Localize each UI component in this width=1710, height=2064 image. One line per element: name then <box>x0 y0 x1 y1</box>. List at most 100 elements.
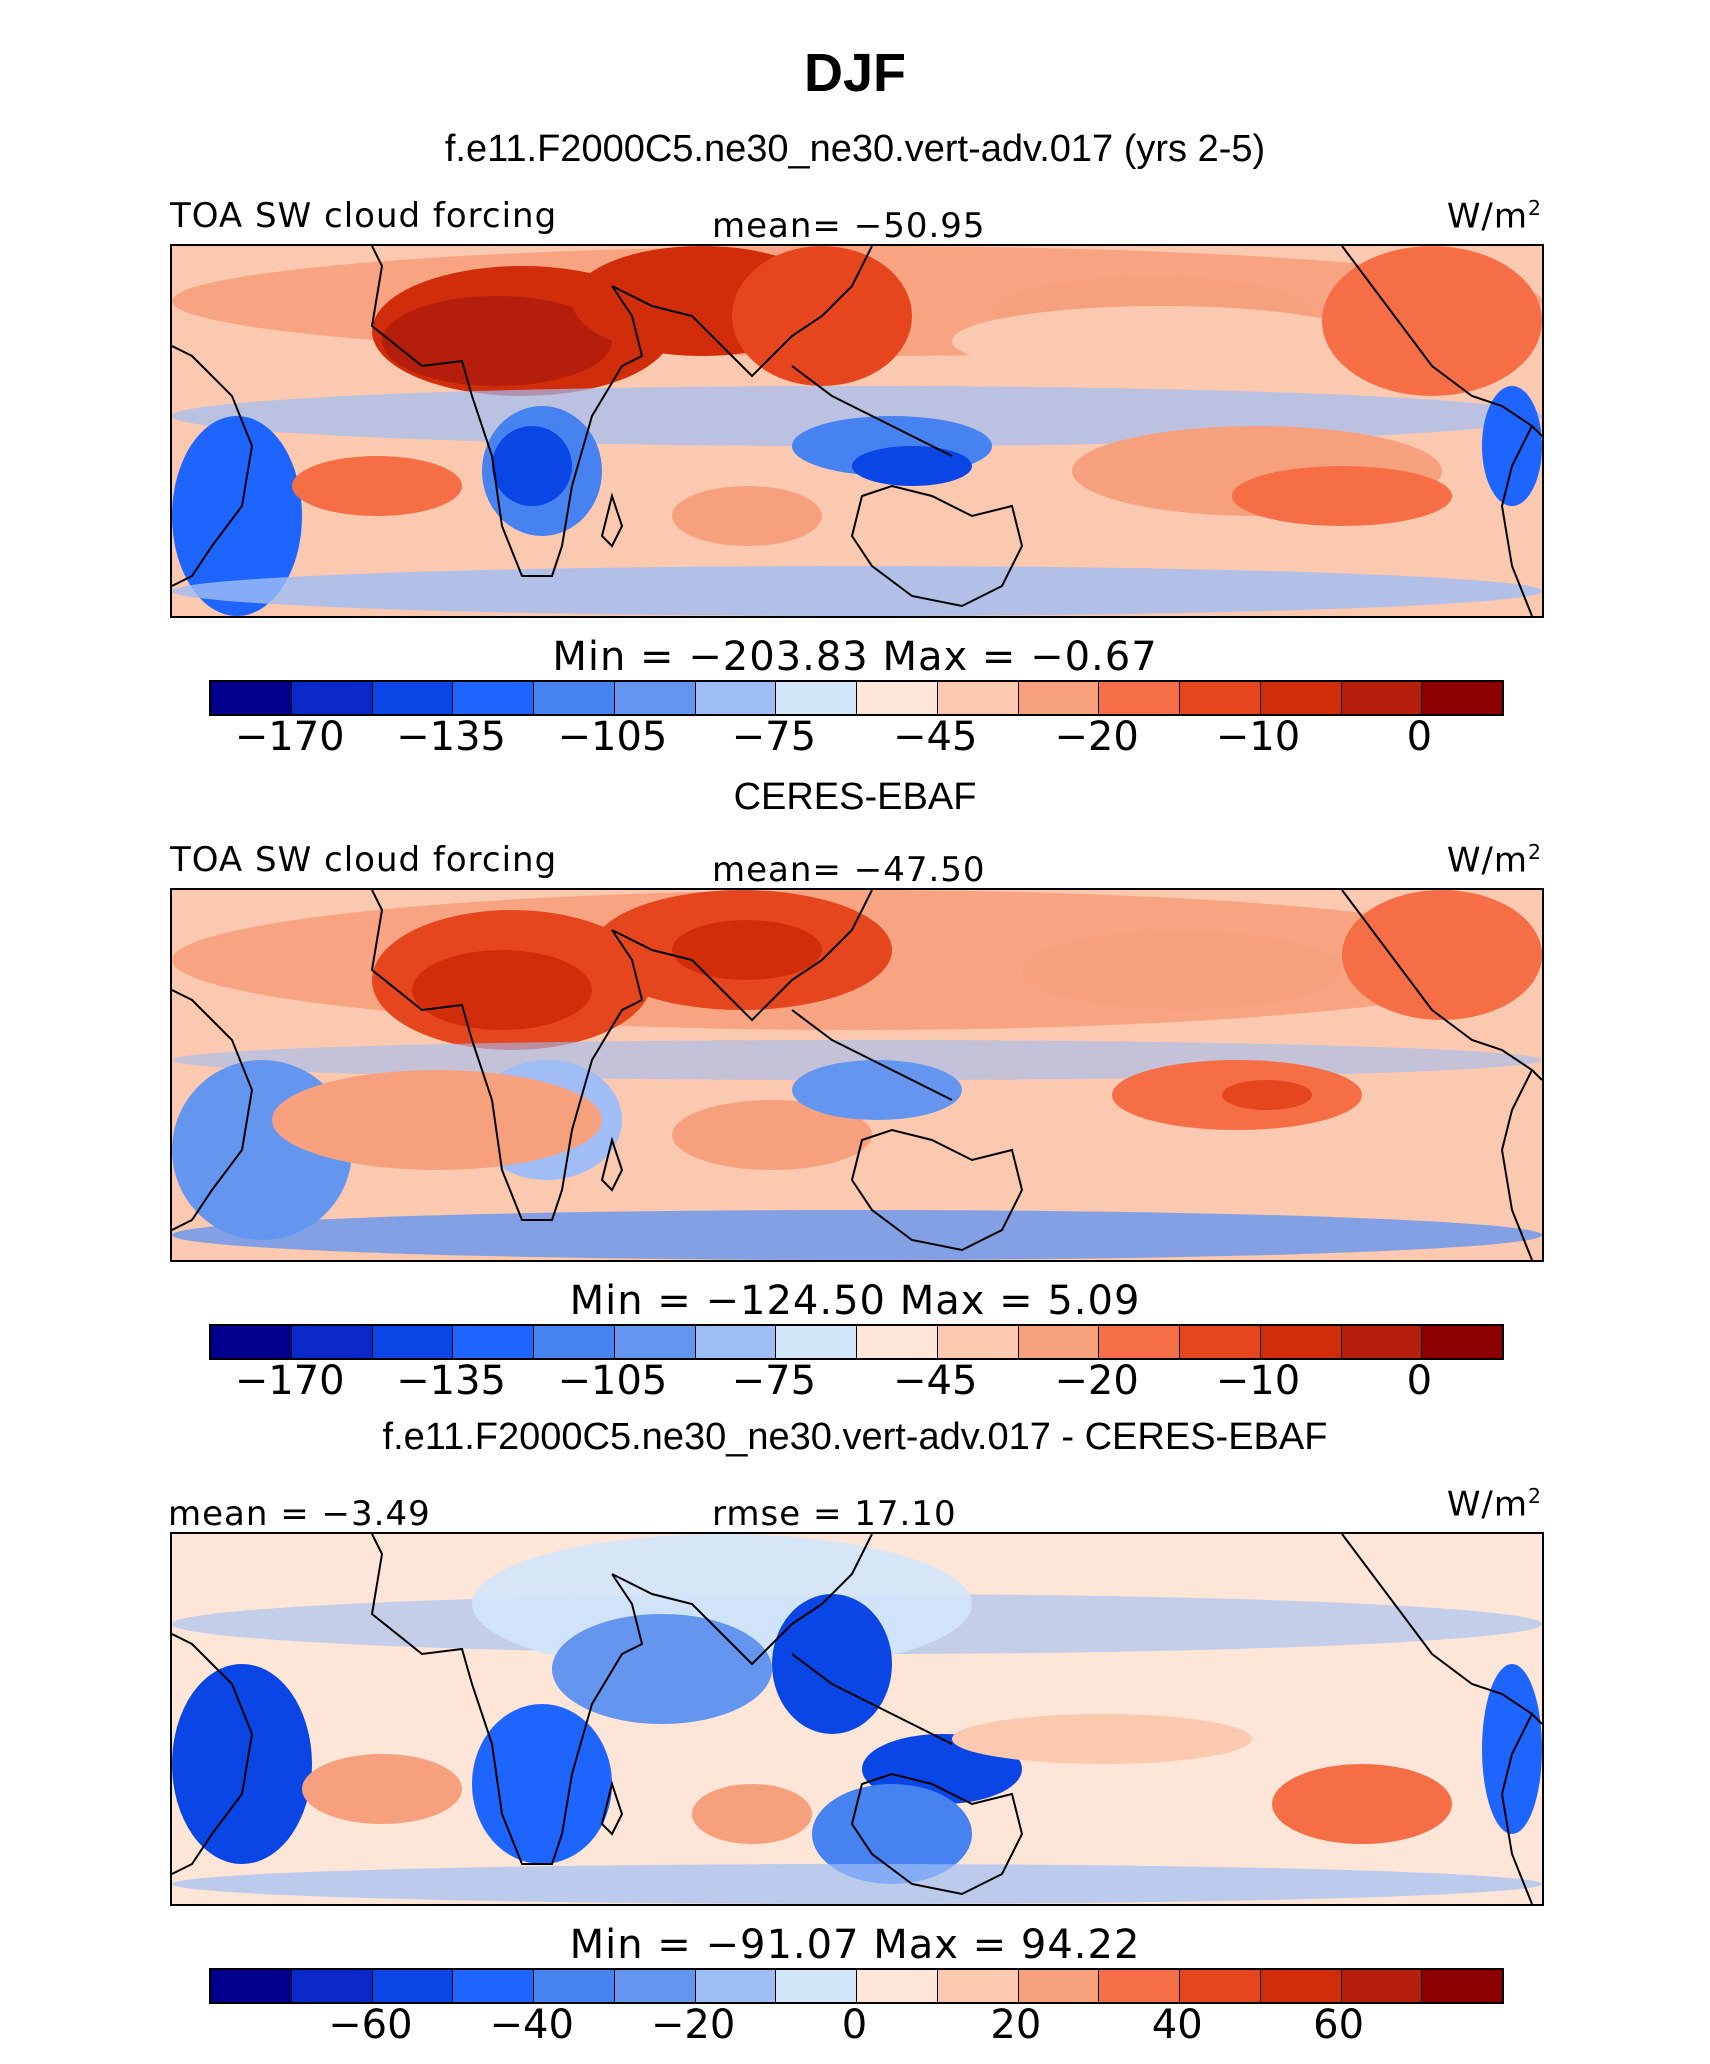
coastline <box>1341 890 1542 1081</box>
coastline <box>1500 1069 1533 1260</box>
colorbar-swatch <box>291 1326 373 1358</box>
colorbar-swatch <box>1341 682 1423 714</box>
panel2-units-label: W/m2 <box>1446 840 1542 881</box>
colorbar-swatch <box>1422 1326 1502 1358</box>
colorbar-tick-label: −75 <box>731 1358 817 1404</box>
colorbar-swatch <box>211 682 292 714</box>
map-field-region <box>172 1210 1542 1260</box>
colorbar-swatch <box>857 1326 938 1358</box>
map-field-region <box>1482 1664 1542 1834</box>
panel1-minmax: Min = −203.83 Max = −0.67 <box>552 634 1158 680</box>
map-field-region <box>952 1714 1252 1764</box>
panel2-colorbar-ticks: −170 −135 −105 −75 −45 −20 −10 0 <box>209 1358 1500 1404</box>
colorbar-swatch <box>453 682 534 714</box>
colorbar-tick-label: −10 <box>1215 1358 1301 1404</box>
map-field-region <box>472 1704 612 1864</box>
map-field-region <box>492 426 572 506</box>
map-field-region <box>812 1784 972 1884</box>
colorbar-tick-label: −60 <box>328 2002 413 2048</box>
colorbar-tick-label: −45 <box>892 714 978 760</box>
colorbar-swatch <box>1260 1326 1342 1358</box>
colorbar-tick-label: −10 <box>1215 714 1301 760</box>
map-field-region <box>172 416 302 616</box>
map-field-region <box>1322 246 1542 396</box>
map-field-region <box>852 446 972 486</box>
map-field-region <box>672 920 822 980</box>
map-field-region <box>292 456 462 516</box>
colorbar-swatch <box>372 682 454 714</box>
colorbar-tick-label: 0 <box>1406 1358 1433 1404</box>
colorbar-swatch <box>534 1970 615 2002</box>
colorbar-tick-label: −105 <box>557 714 668 760</box>
colorbar-tick-label: −75 <box>731 714 817 760</box>
colorbar-swatch <box>1422 682 1502 714</box>
colorbar-swatch <box>1260 682 1342 714</box>
colorbar-tick-label: 0 <box>841 2002 868 2048</box>
panel3-colorbar-ticks: −60 −40 −20 0 20 40 60 <box>209 2002 1500 2048</box>
panel3-rmse-label: rmse = 17.10 <box>712 1494 957 1534</box>
panel1-units-label: W/m2 <box>1446 196 1542 237</box>
colorbar-tick-label: −105 <box>557 1358 668 1404</box>
coastline <box>370 890 644 1221</box>
colorbar-tick-label: −170 <box>234 1358 345 1404</box>
colorbar-swatch <box>1341 1970 1423 2002</box>
coastline <box>791 1009 953 1101</box>
map-field-region <box>272 1070 602 1170</box>
map-field-region <box>1222 1080 1312 1110</box>
coastline <box>600 1136 624 1192</box>
colorbar-swatch <box>1180 1326 1261 1358</box>
coastline <box>850 1128 1024 1252</box>
colorbar-swatch <box>695 1970 777 2002</box>
colorbar-swatch <box>291 682 373 714</box>
map-field-region <box>1022 930 1342 1010</box>
colorbar-tick-label: −40 <box>489 2002 574 2048</box>
panel3-units-label: W/m2 <box>1446 1484 1542 1525</box>
colorbar-swatch <box>1341 1326 1423 1358</box>
coastline <box>370 246 644 577</box>
coastline <box>600 492 624 548</box>
coastline <box>850 1772 1024 1896</box>
colorbar-tick-label: −20 <box>650 2002 736 2048</box>
colorbar-swatch <box>776 1326 857 1358</box>
panel3-subtitle: f.e11.F2000C5.ne30_ne30.vert-adv.017 - C… <box>382 1416 1328 1458</box>
colorbar-swatch <box>614 682 696 714</box>
coastline <box>611 246 873 378</box>
coastline <box>791 1653 953 1745</box>
panel2-variable-label: TOA SW cloud forcing <box>170 840 558 880</box>
map-field-region <box>852 1150 1012 1230</box>
panel2-mean-label: mean= −47.50 <box>712 850 986 890</box>
colorbar-swatch <box>1180 682 1261 714</box>
colorbar-tick-label: −135 <box>396 1358 506 1404</box>
colorbar-swatch <box>937 1326 1019 1358</box>
colorbar-swatch <box>1099 1326 1180 1358</box>
panel2-subtitle: CERES-EBAF <box>733 776 977 818</box>
colorbar-tick-label: −20 <box>1054 1358 1139 1404</box>
map-field-region <box>952 306 1372 376</box>
colorbar-tick-label: −170 <box>234 714 345 760</box>
colorbar-swatch <box>211 1970 292 2002</box>
figure-title: DJF <box>803 43 906 103</box>
map-field-region <box>692 1784 812 1844</box>
coastline <box>172 345 254 587</box>
colorbar-swatch <box>937 1970 1019 2002</box>
colorbar-swatch <box>937 682 1019 714</box>
map-field-region <box>172 566 1542 616</box>
map-field-region <box>552 1614 772 1724</box>
colorbar-tick-label: 20 <box>990 2002 1042 2048</box>
panel3-map <box>170 1532 1544 1906</box>
colorbar-swatch <box>857 682 938 714</box>
colorbar-swatch <box>211 1326 292 1358</box>
map-field-region <box>1482 386 1542 506</box>
colorbar-swatch <box>372 1970 454 2002</box>
colorbar-swatch <box>1099 682 1180 714</box>
panel1-colorbar-ticks: −170 −135 −105 −75 −45 −20 −10 0 <box>209 714 1500 760</box>
map-field-region <box>1342 890 1542 1020</box>
colorbar-swatch <box>291 1970 373 2002</box>
panel3-minmax: Min = −91.07 Max = 94.22 <box>569 1922 1141 1968</box>
colorbar-tick-label: 0 <box>1406 714 1433 760</box>
coastline <box>172 1633 254 1875</box>
panel2-minmax: Min = −124.50 Max = 5.09 <box>569 1278 1141 1324</box>
panel1-subtitle: f.e11.F2000C5.ne30_ne30.vert-adv.017 (yr… <box>444 128 1266 170</box>
map-field-region <box>172 1664 312 1864</box>
panel1-colorbar <box>209 680 1504 716</box>
